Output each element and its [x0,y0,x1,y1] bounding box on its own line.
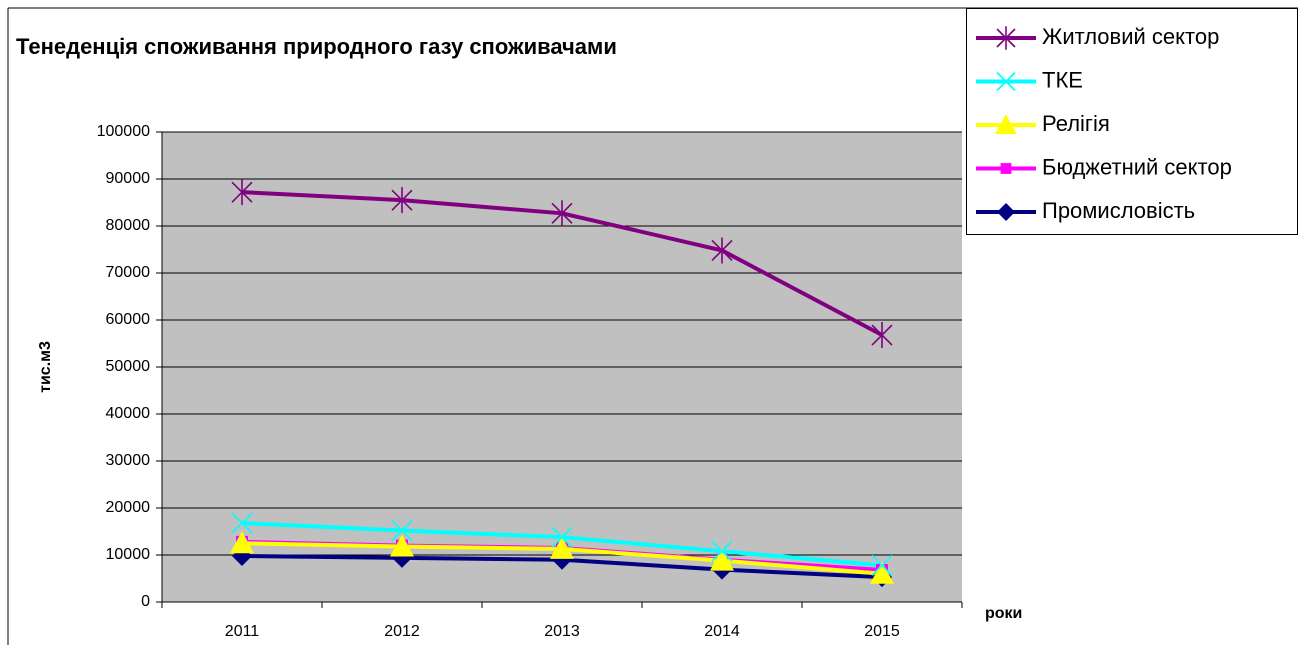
y-tick-label: 30000 [106,452,151,469]
y-tick-label: 40000 [106,405,151,422]
marker [711,237,733,264]
y-tick-label: 10000 [106,546,151,563]
marker [1000,163,1012,174]
marker [711,540,733,562]
marker [996,26,1016,50]
legend-label: Релігія [1042,111,1110,136]
y-tick-label: 0 [141,593,150,610]
marker [391,187,413,214]
x-tick-label: 2015 [864,623,900,640]
chart-title: Тенеденція споживання природного газу сп… [16,34,617,59]
y-axis-label: тис.м3 [37,341,54,393]
marker [710,548,734,571]
marker [231,179,253,206]
y-tick-label: 90000 [106,170,151,187]
marker [391,519,413,542]
y-tick-label: 20000 [106,499,151,516]
x-tick-label: 2011 [225,623,260,640]
marker [997,203,1015,221]
y-tick-label: 100000 [97,123,150,140]
marker [230,531,254,554]
marker [996,71,1016,92]
marker [551,200,573,227]
legend-label: Бюджетний сектор [1042,154,1232,179]
marker [231,512,253,534]
x-tick-label: 2013 [544,623,580,640]
legend-label: ТКЕ [1042,67,1083,92]
marker [550,536,574,559]
x-axis-label: роки [985,605,1022,622]
marker [870,561,894,584]
y-tick-label: 50000 [106,358,151,375]
y-tick-label: 70000 [106,264,151,281]
legend-label: Житловий сектор [1042,24,1219,49]
y-tick-label: 80000 [106,217,151,234]
marker [871,554,893,576]
x-tick-label: 2014 [704,623,740,640]
y-tick-label: 60000 [106,311,151,328]
legend [966,8,1298,235]
marker [390,534,414,557]
marker [871,322,893,349]
legend-label: Промисловість [1042,198,1195,223]
x-tick-label: 2012 [384,623,420,640]
marker [551,526,573,548]
marker [995,114,1017,134]
